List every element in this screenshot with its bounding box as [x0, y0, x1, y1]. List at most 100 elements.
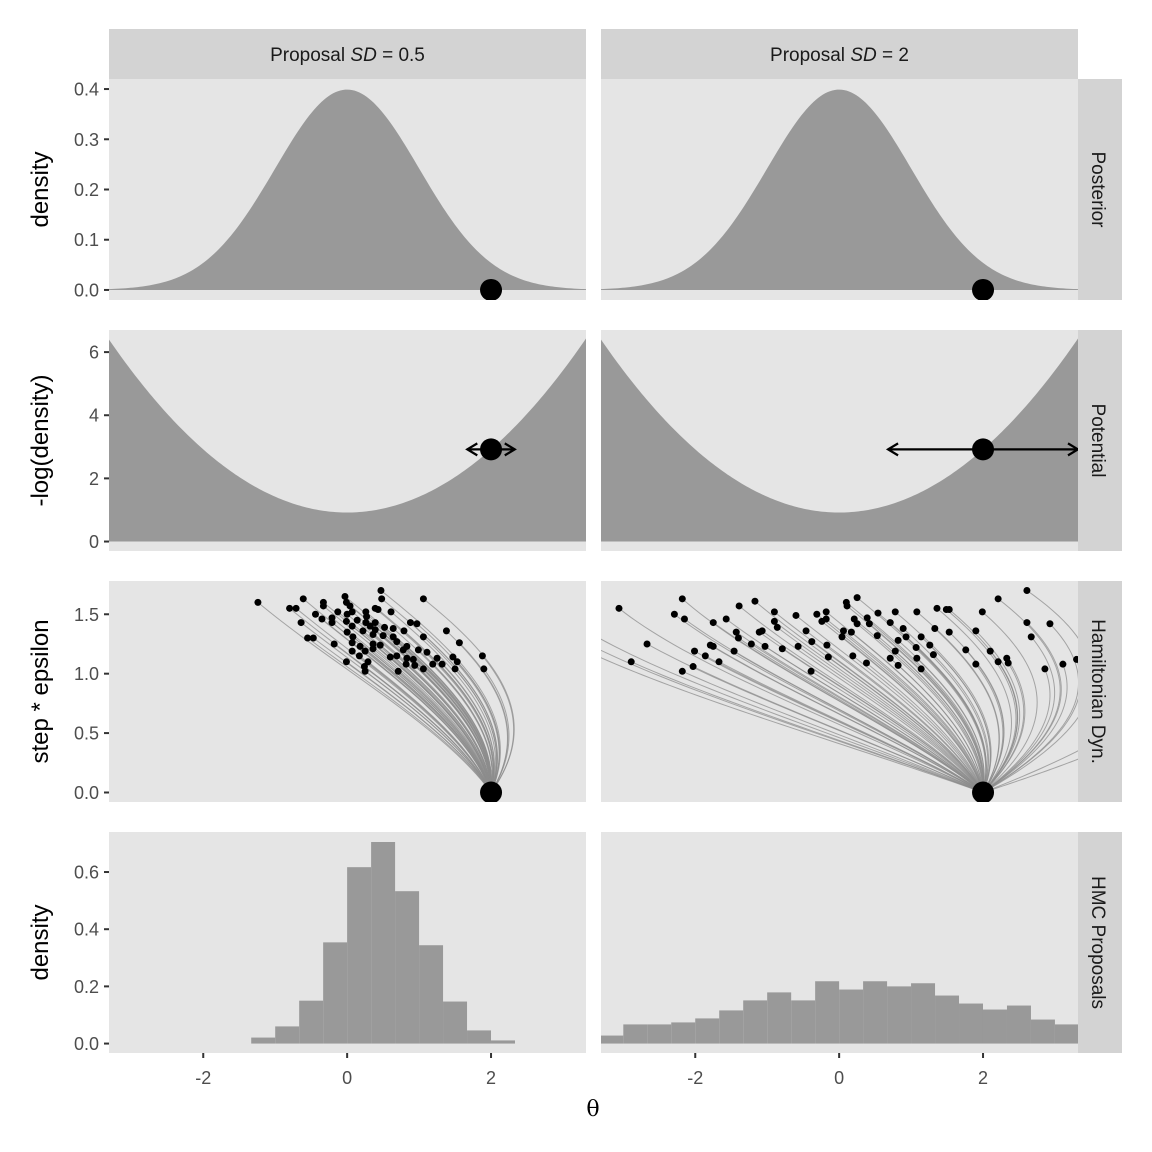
proposal-point: [853, 594, 861, 602]
trajectory-line: [982, 662, 1025, 793]
trajectory-line: [936, 607, 1012, 793]
proposal-point: [701, 652, 709, 660]
x-tick-label: 0: [342, 1068, 352, 1088]
proposal-point: [823, 641, 831, 649]
histogram-bar: [251, 1037, 276, 1044]
y-axis-title-proposals: density: [27, 904, 54, 980]
trajectory-line: [897, 664, 984, 793]
proposal-point: [994, 595, 1002, 603]
trajectory-line: [454, 668, 498, 793]
y-axis-title-hamiltonian: step * epsilon: [27, 619, 54, 763]
proposal-point: [400, 627, 408, 635]
trajectory-line: [816, 613, 984, 793]
column-strip-sd-0.5: Proposal SD = 0.5: [109, 29, 586, 79]
proposal-point: [962, 646, 970, 654]
trajectory-line: [751, 643, 984, 793]
trajectory-line: [843, 630, 984, 793]
strip-label-sd-0.5: Proposal SD = 0.5: [270, 45, 425, 66]
trajectory-line: [795, 615, 984, 793]
proposal-point: [376, 641, 384, 649]
trajectory-line: [866, 617, 985, 793]
proposal-point: [730, 647, 738, 655]
proposal-point: [886, 619, 894, 627]
trajectory-line: [811, 641, 984, 793]
proposal-point: [862, 659, 870, 667]
proposal-point: [917, 633, 925, 641]
histogram-bar: [935, 995, 960, 1044]
proposal-point: [419, 595, 427, 603]
proposal-point: [341, 592, 349, 600]
proposal-point: [873, 632, 881, 640]
proposal-point: [1073, 655, 1078, 663]
trajectory-line: [423, 668, 492, 793]
trajectory-line: [346, 661, 492, 793]
y-tick-label: 0.0: [74, 1034, 99, 1054]
proposal-point: [394, 667, 402, 675]
proposal-point: [1027, 633, 1035, 641]
trajectory-line: [601, 657, 984, 793]
proposal-point: [770, 617, 778, 625]
proposal-point: [770, 608, 778, 616]
trajectory-line: [866, 662, 984, 793]
histogram-bar: [443, 1001, 468, 1044]
proposal-point: [438, 660, 446, 668]
proposal-point: [913, 608, 921, 616]
proposal-point: [680, 615, 688, 623]
histogram-bar: [395, 891, 420, 1044]
proposal-point: [886, 654, 894, 662]
proposal-point: [419, 665, 427, 673]
proposal-point: [429, 660, 437, 668]
trajectory-line: [718, 661, 984, 793]
proposal-point: [377, 587, 385, 595]
proposal-point: [994, 658, 1002, 666]
proposal-point: [1123, 736, 1130, 743]
proposal-point: [343, 628, 351, 636]
proposal-point: [286, 604, 294, 612]
histogram-bar: [491, 1040, 515, 1044]
proposal-point: [913, 654, 921, 662]
trajectory-line: [482, 655, 515, 793]
y-tick-label: 0.2: [74, 977, 99, 997]
panel-background: [601, 581, 1078, 802]
proposal-point: [348, 622, 356, 630]
y-tick-label: 6: [89, 343, 99, 363]
proposal-point: [689, 663, 697, 671]
trajectory-line: [410, 622, 498, 793]
histogram-bar: [623, 1024, 648, 1044]
histogram-bar: [887, 986, 912, 1044]
trajectory-line: [782, 648, 984, 793]
y-tick-label: 0.3: [74, 130, 99, 150]
proposal-point: [393, 638, 401, 646]
proposal-point: [311, 610, 319, 618]
proposal-point: [356, 642, 364, 650]
posterior-density-area: [601, 89, 1078, 290]
panel-r1-c1: [601, 330, 1078, 551]
histogram-bar: [671, 1022, 696, 1044]
trajectory-line: [982, 661, 1018, 793]
proposal-point: [342, 617, 350, 625]
trajectory-line: [934, 628, 1000, 793]
histogram-bar: [911, 983, 936, 1044]
y-tick-label: 0.4: [74, 920, 99, 940]
trajectory-line: [982, 668, 1051, 793]
proposal-point: [978, 608, 986, 616]
proposal-point: [735, 602, 743, 610]
trajectory-line: [432, 663, 493, 793]
trajectory-line: [441, 663, 495, 793]
proposal-point: [453, 658, 461, 666]
proposal-point: [451, 665, 459, 673]
histogram-bar: [719, 1010, 744, 1044]
y-tick-label: 1.5: [74, 605, 99, 625]
proposal-point: [794, 642, 802, 650]
x-tick-label: 2: [486, 1068, 496, 1088]
proposal-point: [808, 638, 816, 646]
proposal-point: [778, 645, 786, 653]
trajectory-line: [456, 661, 501, 793]
y-tick-label: 0.2: [74, 180, 99, 200]
y-axis-title-potential: -log(density): [27, 374, 54, 506]
proposal-point: [773, 623, 781, 631]
trajectory-line: [426, 651, 495, 793]
proposal-point: [359, 627, 367, 635]
proposal-point: [364, 658, 372, 666]
potential-area: [601, 338, 1078, 542]
